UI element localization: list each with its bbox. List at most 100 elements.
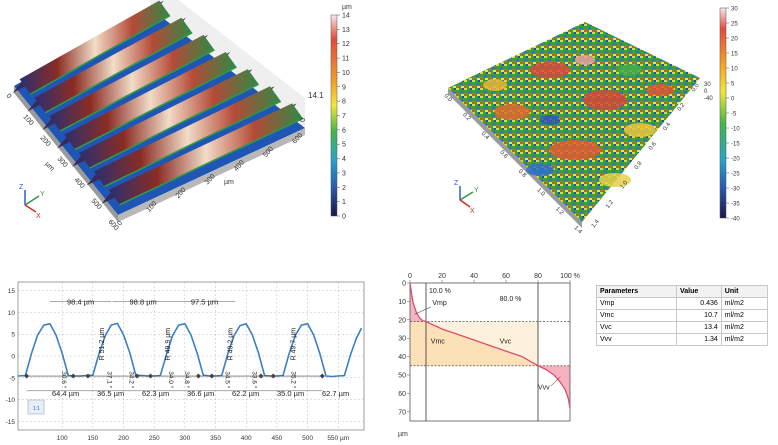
y-tick-label: 0.6: [498, 150, 509, 161]
radius-label: R 49.9 µm: [165, 328, 172, 361]
colorbar-tick-label: 3: [342, 170, 346, 177]
vmp-label: Vmp: [432, 300, 447, 307]
colorbar-tick-label: 11: [342, 56, 349, 63]
colorbar-tick-label: -25: [731, 172, 740, 178]
angle-label: 34.0 °: [167, 371, 175, 388]
bottom-label: 62.7 µm: [322, 389, 349, 398]
vmp-pointer: [414, 306, 431, 315]
x-tick-label: 0: [116, 220, 124, 228]
y-tick-label: 1.4: [573, 225, 584, 235]
scale-icon[interactable]: 1:1: [27, 399, 45, 415]
colorbar-tick-label: 1: [342, 199, 346, 206]
surface-bump: [646, 84, 674, 96]
y-tick-label: 30: [398, 336, 406, 343]
svg-text:Z: Z: [19, 184, 24, 191]
radius-label: R 49.2 µm: [228, 328, 235, 361]
y-tick-label: 0.8: [517, 169, 528, 180]
y-tick-label: 0.2: [461, 112, 472, 123]
x-tick-group: 100 150 200 250 300 350 400 450 500 550 µm: [57, 435, 349, 442]
vvv-zone: [538, 365, 570, 409]
profile-chart: 15 10 5 0 -5 -10 -15 100 150 200 250 300 350 400 450 5…: [6, 281, 365, 442]
surface-bump: [575, 55, 595, 65]
colorbar-tick-label: -30: [731, 187, 740, 193]
y-tick-label: 0: [402, 281, 406, 288]
x-tick-label: 450: [271, 435, 282, 442]
svg-text:X: X: [470, 208, 475, 215]
parameters-table: Parameters Value Unit Vmp 0.436 ml/m2 Vm…: [596, 285, 769, 346]
angle-label: 35.2 °: [290, 371, 298, 388]
axis-triad-icon: Z Y X: [19, 184, 45, 220]
x-tick-label: 1.4: [591, 218, 601, 229]
colorbar-tick-label: -15: [731, 142, 740, 148]
colorbar-tick-label: -20: [731, 157, 740, 163]
x-tick-label: 250: [149, 435, 160, 442]
bottom-label: 36.6 µm: [187, 389, 214, 398]
y-tick-label: 0: [11, 354, 15, 361]
ridge-group: [12, 0, 304, 206]
ridge-edge: [44, 32, 193, 114]
surface-side-right: [118, 128, 305, 222]
surface-bump: [583, 90, 627, 110]
vmc-label: Vmc: [431, 339, 446, 346]
ridge: [49, 34, 215, 132]
header-value: Value: [675, 285, 722, 298]
colorbar-tick-label: -5: [731, 112, 737, 118]
x-tick-label: 1.2: [605, 199, 615, 210]
param-value: 10.7: [675, 309, 722, 322]
surface-3d-right: 0.0 0.2 0.4 0.6 0.8 1.0 1.2 1.4 0.0 0.2 0.4 0.6 0.8…: [443, 7, 741, 236]
angle-label: 34.2 °: [128, 371, 136, 388]
ridge-edge: [74, 66, 237, 151]
colorbar-left: [330, 14, 338, 217]
surface-bump: [540, 115, 560, 125]
ridge-edge: [89, 83, 259, 169]
colorbar-tick-label: -40: [731, 217, 740, 223]
surface-side: [448, 88, 582, 228]
colorbar-tick-label: 0: [342, 214, 346, 221]
pitch-label: 98.4 µm: [67, 298, 94, 307]
table-row: Vvv 1.34 ml/m2: [596, 333, 769, 346]
colorbar-tick-label: 15: [731, 52, 738, 58]
surface-bump: [624, 123, 656, 137]
y-tick-label: 40: [398, 354, 406, 361]
y-tick-label: 1.2: [554, 206, 565, 217]
colorbar-tick-label: 10: [731, 67, 738, 73]
y-tick-label: 60: [398, 391, 406, 398]
x-tick-label: 60: [502, 273, 510, 280]
colorbar-tick-label: 30: [731, 7, 738, 13]
y-tick-label: 50: [398, 373, 406, 380]
radius-label-group: R 51.2 µm R 49.9 µm R 49.2 µm R 49.7 µm: [99, 328, 297, 361]
y-tick-label: -15: [6, 419, 16, 426]
param-unit: ml/m2: [720, 297, 769, 310]
angle-label: 33.6 °: [250, 371, 258, 388]
bottom-label-group: 64.4 µm 36.5 µm 62.3 µm 36.6 µm 62.2 µm 35.0 …: [26, 389, 349, 398]
radius-label: R 49.7 µm: [290, 328, 297, 361]
angle-label: 37.1 °: [106, 371, 114, 388]
bottom-label: 64.4 µm: [52, 389, 79, 398]
bottom-label: 62.3 µm: [142, 389, 169, 398]
mr1-label: 10.0 %: [429, 288, 451, 295]
param-name: Vvv: [596, 333, 677, 346]
ridge: [19, 0, 171, 95]
y-tick-label: 0.4: [480, 131, 491, 142]
table-row: Vmp 0.436 ml/m2: [596, 297, 769, 310]
header-unit: Unit: [720, 285, 769, 298]
surface-bump: [494, 104, 530, 120]
colorbar-tick-label: 5: [342, 142, 346, 149]
x-tick-label: 550 µm: [327, 435, 349, 442]
colorbar-tick-label: 8: [342, 99, 346, 106]
ridge-edge: [59, 49, 215, 132]
header-parameters: Parameters: [596, 285, 677, 298]
colorbar-tick-label: 7: [342, 113, 346, 120]
x-tick-label: 0.0: [691, 82, 701, 93]
svg-text:Y: Y: [40, 191, 45, 198]
x-tick-label: 1.0: [619, 180, 629, 191]
y-tick-label: 5: [11, 332, 15, 339]
angle-label-group: 30.6 ° 37.1 ° 34.2 ° 34.0 ° 34.8 ° 34.5 ° 33.6…: [60, 371, 297, 388]
x-axis-unit: µm: [224, 179, 234, 186]
bottom-label: 36.5 µm: [97, 389, 124, 398]
surface-bump: [530, 62, 570, 78]
x-tick-label: 400: [241, 435, 252, 442]
y-tick-label: 0: [5, 93, 13, 101]
